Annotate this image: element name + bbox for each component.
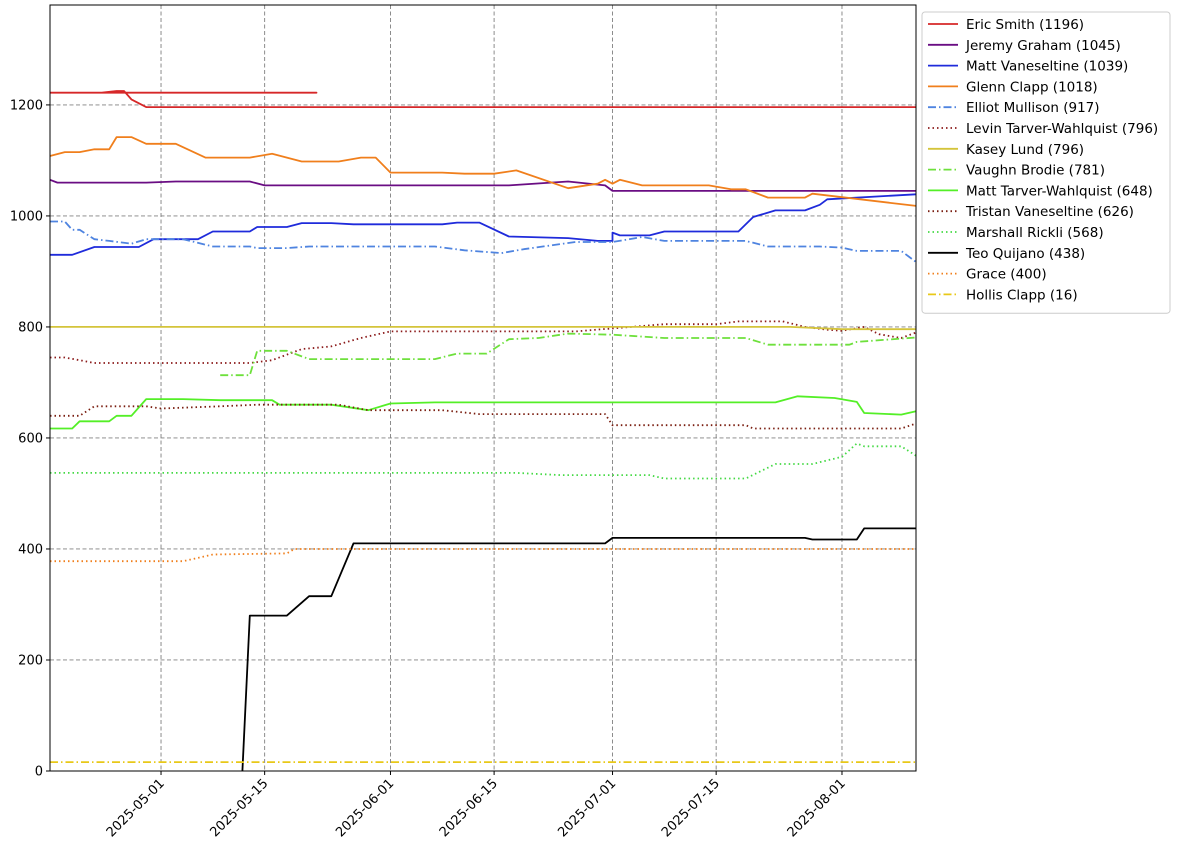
series-line: [50, 395, 917, 430]
legend-label: Teo Quijano (438): [965, 246, 1085, 262]
y-tick-label: 0: [35, 765, 43, 780]
x-tick-label: 2025-06-01: [333, 776, 397, 840]
series-line: [50, 325, 916, 331]
y-tick-label: 800: [18, 320, 43, 335]
legend-box: [921, 11, 1171, 314]
legend-label: Marshall Rickli (568): [966, 225, 1104, 241]
y-axis: 0 200 400 600 800 1000 1200: [10, 98, 50, 780]
y-tick-label: 200: [18, 653, 43, 668]
legend-label: Kasey Lund (796): [966, 142, 1084, 158]
series-line: [50, 403, 917, 430]
y-tick-label: 400: [18, 542, 43, 557]
legend-label: Eric Smith (1196): [966, 17, 1084, 33]
series-line: [220, 332, 917, 377]
plot-frame: [49, 4, 917, 772]
series-line: [49, 178, 916, 192]
legend-label: Hollis Clapp (16): [966, 287, 1078, 303]
legend: Eric Smith (1196) Jeremy Graham (1045) Mat…: [921, 11, 1171, 314]
legend-label: Tristan Vaneseltine (626): [965, 204, 1134, 220]
legend-label: Grace (400): [966, 267, 1047, 283]
legend-label: Glenn Clapp (1018): [966, 79, 1098, 95]
x-tick-label: 2025-07-01: [555, 776, 619, 840]
legend-label: Matt Vaneseltine (1039): [966, 59, 1128, 75]
series-line: [50, 442, 917, 480]
legend-label: Matt Tarver-Wahlquist (648): [966, 183, 1153, 199]
legend-label: Elliot Mullison (917): [966, 100, 1100, 116]
legend-label: Jeremy Graham (1045): [965, 38, 1121, 54]
x-tick-label: 2025-06-15: [437, 776, 501, 840]
series-line: [49, 136, 917, 207]
series-line: [50, 220, 917, 263]
y-tick-label: 1200: [10, 98, 43, 113]
x-tick-label: 2025-05-15: [207, 776, 271, 840]
legend-label: Levin Tarver-Wahlquist (796): [966, 121, 1158, 137]
y-tick-label: 1000: [10, 209, 43, 224]
series-lines: [49, 90, 917, 772]
x-tick-label: 2025-08-01: [785, 776, 849, 840]
plot-area: [50, 5, 916, 771]
x-tick-label: 2025-05-01: [104, 776, 168, 840]
x-tick-label: 2025-07-15: [659, 776, 723, 840]
series-line: [50, 90, 916, 108]
x-axis: 2025-05-01 2025-05-15 2025-06-01 2025-06-15…: [104, 771, 849, 840]
series-line: [241, 527, 916, 772]
legend-label: Vaughn Brodie (781): [966, 163, 1105, 179]
y-tick-label: 600: [18, 431, 43, 446]
series-line: [50, 193, 917, 256]
